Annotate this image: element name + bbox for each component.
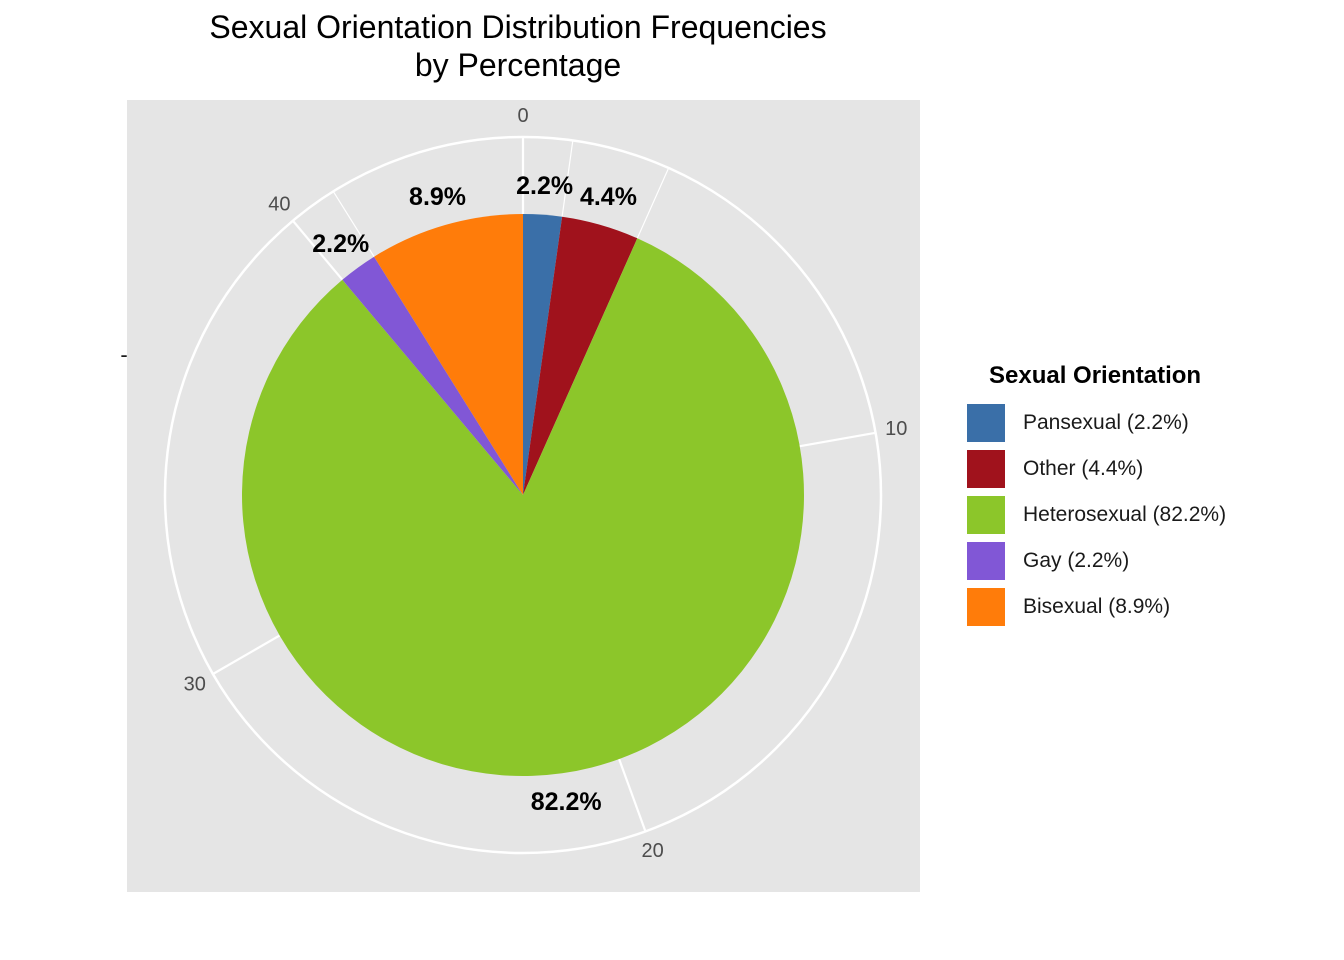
legend-item: Gay (2.2%) [965,538,1325,584]
data-label: 2.2% [516,172,573,200]
theta-tick-label: 40 [268,194,290,216]
y-axis-label: - [120,342,127,367]
legend-title: Sexual Orientation [989,362,1202,389]
tick-labels: 0 10 20 30 40 [184,105,908,862]
pie-slice-gay [342,256,523,495]
data-labels: 2.2% 4.4%82.2%2.2%8.9% [312,172,637,816]
legend-swatch [965,494,1007,536]
grid-layer [163,135,883,855]
grid-line-major [212,631,286,675]
theta-tick-label: 30 [184,674,206,696]
legend-label: Bisexual (8.9%) [1023,595,1171,618]
pie-slice-bisexual [374,214,523,495]
legend-item: Heterosexual (82.2%) [965,492,1325,538]
data-label: 8.9% [409,183,466,211]
chart-title: Sexual Orientation Distribution Frequenc… [100,8,936,84]
pie-slice-pansexual [523,214,563,495]
legend-item: Other (4.4%) [965,446,1325,492]
theta-tick-label: 10 [885,418,907,440]
grid-line-major [616,753,647,832]
legend-label: Pansexual (2.2%) [1023,411,1189,434]
grid-line-major [794,431,876,449]
legend-swatch [965,586,1007,628]
theta-tick-label: 0 [517,105,528,127]
data-label: 2.2% [312,230,369,258]
legend-swatch [965,448,1007,490]
legend-label: Heterosexual (82.2%) [1023,503,1227,526]
legend-items: Pansexual (2.2%) Other (4.4%) Heterosexual… [965,400,1325,630]
pie-slice-other [523,216,638,495]
grid-line-minor [332,191,378,262]
legend-swatch [965,402,1007,444]
grid-line-minor [560,140,574,223]
legend-swatch [965,540,1007,582]
chart-title-line-2: by Percentage [414,47,622,83]
legend-label: Gay (2.2%) [1023,549,1130,572]
grid-line-major [292,220,347,285]
legend-label: Other (4.4%) [1023,457,1144,480]
slice-layer [241,214,804,777]
theta-tick-label: 20 [642,840,664,862]
legend-item: Bisexual (8.9%) [965,584,1325,630]
legend: Sexual Orientation Pansexual (2.2%) Other… [965,360,1325,630]
data-label: 4.4% [580,183,637,211]
chart-title-line-1: Sexual Orientation Distribution Frequenc… [209,9,827,45]
grid-line-minor [634,167,670,244]
pie-slice-heterosexual [241,238,804,777]
legend-item: Pansexual (2.2%) [965,400,1325,446]
data-label: 82.2% [531,788,602,816]
